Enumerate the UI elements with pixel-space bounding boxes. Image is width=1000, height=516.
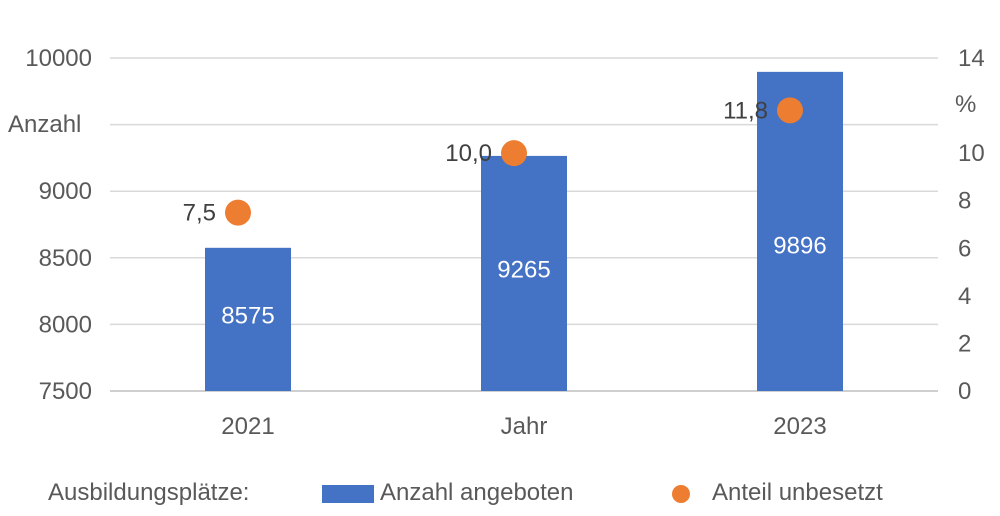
left-tick-label: 10000 xyxy=(25,45,92,72)
legend-label-points: Anteil unbesetzt xyxy=(712,479,883,506)
legend-swatch-dot xyxy=(672,485,690,503)
point-value-label: 10,0 xyxy=(445,140,492,167)
x-axis-ticks: 2021 Jahr 2023 xyxy=(221,413,826,440)
left-axis-title: Anzahl xyxy=(8,111,81,138)
bar xyxy=(757,71,843,392)
right-tick-label: 0 xyxy=(958,378,971,405)
left-axis-ticks: 7500 8000 8500 9000 10000 xyxy=(25,45,92,405)
left-tick-label: 7500 xyxy=(39,378,92,405)
right-tick-label: 8 xyxy=(958,188,971,215)
left-tick-label: 9000 xyxy=(39,178,92,205)
point xyxy=(501,140,527,167)
right-axis-ticks: 0 2 4 6 8 10 14 xyxy=(958,45,985,405)
bar-value-label: 9265 xyxy=(497,256,550,283)
right-tick-label: 4 xyxy=(958,283,971,310)
right-axis-title: % xyxy=(955,91,976,118)
point xyxy=(777,97,803,124)
points: 7,5 10,0 11,8 xyxy=(183,97,803,227)
right-tick-label: 2 xyxy=(958,330,971,357)
legend: Ausbildungsplätze: Anzahl angeboten Ante… xyxy=(48,479,883,506)
legend-swatch-bar xyxy=(322,485,374,503)
point xyxy=(225,199,251,226)
point-value-label: 11,8 xyxy=(723,97,768,124)
x-tick-label: Jahr xyxy=(501,413,548,440)
left-tick-label: 8000 xyxy=(39,311,92,338)
point-value-label: 7,5 xyxy=(183,200,216,227)
right-tick-label: 6 xyxy=(958,235,971,262)
left-tick-label: 8500 xyxy=(39,245,92,272)
x-tick-label: 2021 xyxy=(221,413,274,440)
legend-label-bars: Anzahl angeboten xyxy=(380,479,574,506)
legend-title: Ausbildungsplätze: xyxy=(48,479,249,506)
bar-value-label: 8575 xyxy=(221,302,274,329)
bar-value-label: 9896 xyxy=(773,232,826,259)
x-tick-label: 2023 xyxy=(773,413,826,440)
bars: 8575 9265 9896 xyxy=(205,71,843,392)
bar xyxy=(205,247,291,391)
right-tick-label: 10 xyxy=(958,140,985,167)
right-tick-label: 14 xyxy=(958,45,985,72)
bar xyxy=(481,155,567,391)
